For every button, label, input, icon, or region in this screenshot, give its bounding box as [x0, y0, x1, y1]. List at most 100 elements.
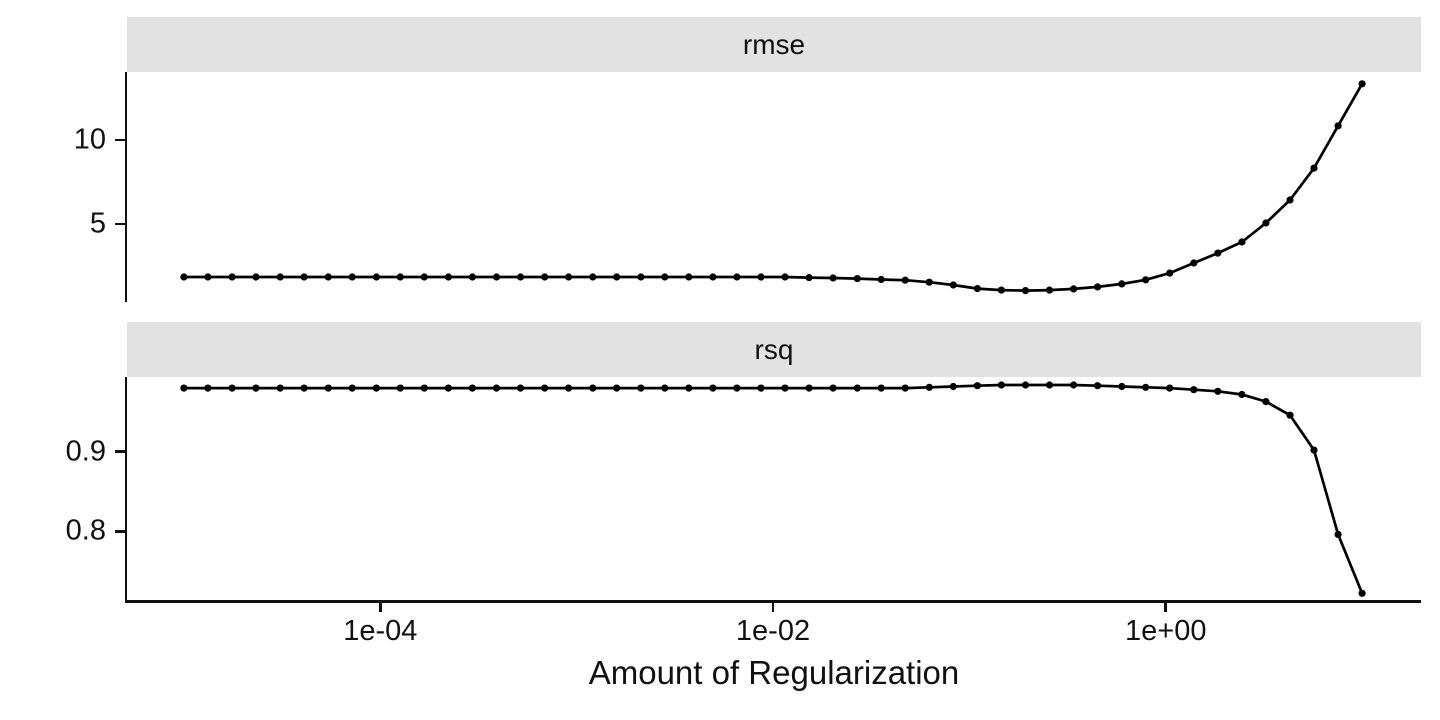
- rsq-y-axis-line: [124, 377, 128, 602]
- rsq-line: [183, 383, 1364, 594]
- rmse-point: [1334, 122, 1342, 130]
- rmse-point: [805, 274, 813, 282]
- rsq-point: [372, 384, 380, 392]
- rmse-point: [541, 273, 549, 281]
- rsq-point: [733, 384, 741, 392]
- rsq-point: [853, 384, 861, 392]
- rmse-point: [925, 278, 933, 286]
- rsq-point: [420, 384, 428, 392]
- rmse-point: [276, 273, 284, 281]
- rmse-point: [516, 273, 525, 281]
- y-tick-mark: [115, 529, 125, 533]
- rsq-panel: [180, 381, 1366, 597]
- rmse-point: [1045, 286, 1054, 294]
- rmse-point: [973, 285, 982, 293]
- rsq-point: [204, 384, 212, 392]
- rmse-point: [997, 286, 1006, 294]
- rmse-point: [468, 273, 476, 281]
- rmse-point: [661, 273, 669, 281]
- y-tick-mark: [115, 450, 125, 454]
- x-tick-mark: [378, 602, 382, 613]
- rsq-point: [1094, 382, 1102, 390]
- y-tick-label: 5: [89, 207, 106, 240]
- rmse-point: [1094, 283, 1102, 291]
- rsq-point: [348, 384, 356, 392]
- rmse-point: [444, 273, 452, 281]
- rsq-point: [661, 384, 669, 392]
- rsq-point: [1238, 390, 1246, 399]
- y-tick-mark: [115, 222, 125, 226]
- rsq-point: [1190, 386, 1198, 394]
- rsq-point: [805, 384, 813, 392]
- x-axis-title: Amount of Regularization: [588, 654, 960, 691]
- rsq-point: [1166, 384, 1174, 392]
- rmse-point: [372, 273, 380, 281]
- rsq-point: [1286, 411, 1294, 419]
- rmse-point: [1238, 238, 1246, 246]
- rmse-point: [757, 273, 765, 281]
- rsq-point: [468, 384, 476, 392]
- x-tick-mark: [771, 602, 775, 613]
- rsq-point: [925, 383, 933, 391]
- rsq-point: [541, 384, 549, 392]
- rmse-point: [733, 273, 741, 281]
- rsq-point: [1358, 589, 1366, 597]
- rmse-point: [637, 273, 645, 281]
- rsq-point: [877, 384, 885, 392]
- rmse-point: [1021, 287, 1030, 295]
- rsq-point: [781, 384, 789, 392]
- rsq-point: [565, 384, 573, 392]
- rsq-point: [252, 384, 260, 392]
- rsq-point: [324, 384, 332, 392]
- rmse-point: [1262, 219, 1270, 227]
- x-tick-label: 1e-04: [343, 615, 418, 647]
- rsq-point: [1045, 381, 1054, 389]
- rsq-point: [829, 384, 837, 392]
- facet-strip-rsq: rsq: [127, 322, 1421, 377]
- rmse-point: [685, 273, 693, 281]
- facet-strip-label-rsq: rsq: [754, 333, 794, 365]
- rmse-point: [492, 273, 501, 281]
- y-tick-label: 10: [73, 123, 106, 156]
- rmse-point: [1070, 285, 1078, 293]
- x-tick-mark: [1164, 602, 1168, 613]
- facet-strip-rmse: rmse: [127, 17, 1421, 72]
- x-tick-label: 1e-02: [735, 615, 811, 647]
- rmse-point: [420, 273, 428, 281]
- rsq-point: [1021, 381, 1030, 389]
- x-tick-label: 1e+00: [1125, 615, 1207, 647]
- rsq-point: [228, 384, 236, 392]
- rmse-panel: [180, 80, 1366, 295]
- rsq-point: [709, 384, 717, 392]
- rsq-point: [997, 381, 1006, 389]
- rsq-point: [685, 384, 693, 392]
- rsq-point: [1310, 446, 1318, 454]
- rmse-point: [204, 273, 212, 281]
- rmse-point: [1166, 269, 1174, 277]
- rsq-point: [180, 384, 188, 392]
- rsq-point: [949, 382, 957, 391]
- rsq-point: [492, 384, 501, 392]
- rsq-point: [973, 382, 982, 390]
- rsq-point: [637, 384, 645, 392]
- rmse-point: [949, 281, 957, 289]
- rmse-point: [709, 273, 717, 281]
- rmse-point: [781, 273, 789, 281]
- rmse-point: [252, 273, 260, 281]
- rmse-point: [877, 275, 885, 284]
- rmse-point: [228, 273, 236, 281]
- rmse-point: [1286, 196, 1294, 204]
- rmse-point: [1358, 80, 1366, 88]
- rmse-point: [829, 274, 837, 282]
- rsq-point: [1142, 383, 1150, 391]
- rsq-point: [300, 384, 308, 392]
- y-tick-label: 0.9: [65, 435, 106, 468]
- rmse-point: [300, 273, 308, 281]
- y-tick-mark: [115, 138, 125, 142]
- rmse-point: [901, 276, 909, 284]
- rmse-point: [180, 273, 188, 281]
- rmse-point: [324, 273, 332, 281]
- rmse-point: [1214, 249, 1222, 257]
- rsq-point: [757, 384, 765, 392]
